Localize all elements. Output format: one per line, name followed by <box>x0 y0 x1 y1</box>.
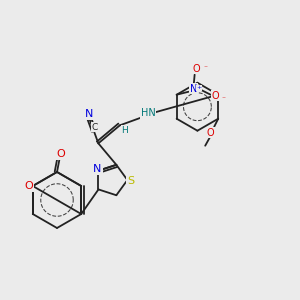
Text: O: O <box>206 128 214 138</box>
Text: +: + <box>196 85 201 90</box>
Text: N: N <box>93 164 102 174</box>
Text: O: O <box>56 149 65 159</box>
Text: C: C <box>92 123 98 132</box>
Text: ⁻: ⁻ <box>222 94 226 103</box>
Text: N: N <box>85 109 94 119</box>
Text: H: H <box>122 126 128 135</box>
Text: ⁻: ⁻ <box>204 63 208 72</box>
Text: O: O <box>24 181 33 191</box>
Text: HN: HN <box>141 108 156 118</box>
Text: O: O <box>212 91 219 101</box>
Text: S: S <box>127 176 134 186</box>
Text: O: O <box>193 64 200 74</box>
Text: N: N <box>190 84 197 94</box>
